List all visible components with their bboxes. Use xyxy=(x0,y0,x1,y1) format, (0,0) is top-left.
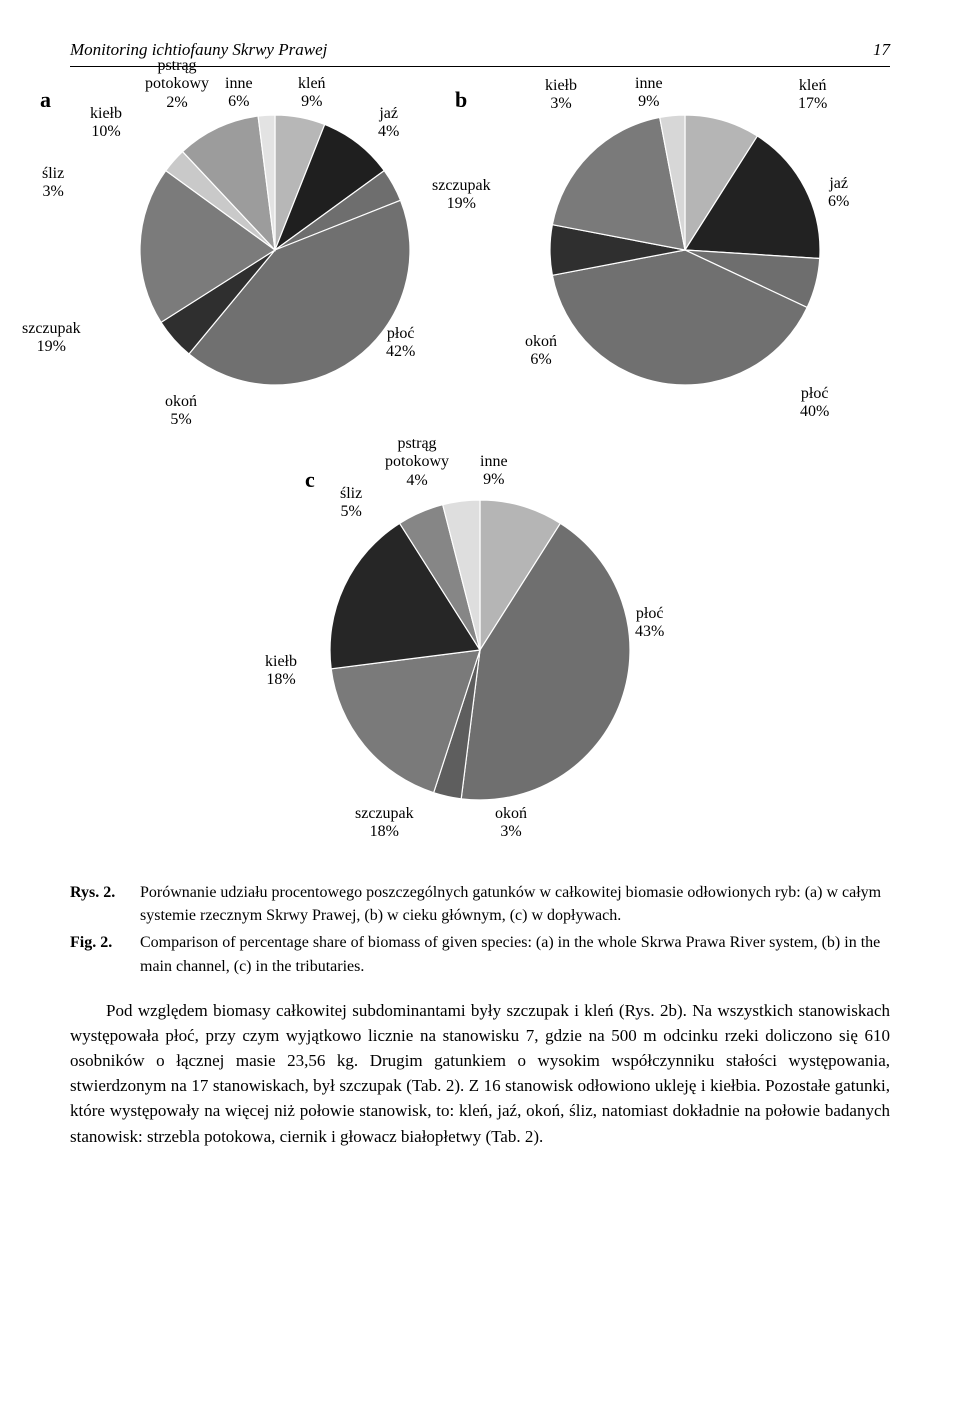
caption-polish: Rys. 2. Porównanie udziału procentowego … xyxy=(70,881,890,927)
chart-c-wrap: c inne9%płoć43%okoń3%szczupak18%kiełb18%… xyxy=(70,475,890,855)
body-paragraph: Pod względem biomasy całkowitej subdomin… xyxy=(70,998,890,1149)
slice-label: szczupak19% xyxy=(22,320,81,357)
slice-label: szczupak18% xyxy=(355,805,414,842)
caption-tag-en: Fig. 2. xyxy=(70,931,140,977)
pie-chart-a xyxy=(70,95,480,445)
slice-label: jaź6% xyxy=(828,175,849,212)
chart-c-block: c inne9%płoć43%okoń3%szczupak18%kiełb18%… xyxy=(245,475,715,855)
page: Monitoring ichtiofauny Skrwy Prawej 17 a… xyxy=(0,0,960,1226)
slice-label: inne9% xyxy=(480,453,508,490)
slice-label: okoń5% xyxy=(165,393,197,430)
page-number: 17 xyxy=(873,40,890,60)
caption-english: Fig. 2. Comparison of percentage share o… xyxy=(70,931,890,977)
slice-label: inne9% xyxy=(635,75,663,112)
caption-text-en: Comparison of percentage share of biomas… xyxy=(140,931,890,977)
slice-label: kiełb3% xyxy=(545,77,577,114)
chart-b-block: b inne9%kleń17%jaź6%płoć40%okoń6%szczupa… xyxy=(480,95,890,445)
slice-label: szczupak19% xyxy=(432,177,491,214)
slice-label: kleń9% xyxy=(298,75,326,112)
slice-label: kiełb10% xyxy=(90,105,122,142)
chart-a-block: a inne6%kleń9%jaź4%płoć42%okoń5%szczupak… xyxy=(70,95,480,445)
slice-label: śliz5% xyxy=(340,485,362,522)
slice-label: pstrągpotokowy2% xyxy=(145,57,209,112)
charts-row-ab: a inne6%kleń9%jaź4%płoć42%okoń5%szczupak… xyxy=(70,95,890,445)
slice-label: pstrągpotokowy4% xyxy=(385,435,449,490)
slice-label: okoń3% xyxy=(495,805,527,842)
slice-label: okoń6% xyxy=(525,333,557,370)
slice-label: jaź4% xyxy=(378,105,399,142)
panel-label-a: a xyxy=(40,87,51,113)
panel-label-c: c xyxy=(305,467,315,493)
slice-label: płoć40% xyxy=(800,385,829,422)
slice-label: śliz3% xyxy=(42,165,64,202)
caption-tag-pl: Rys. 2. xyxy=(70,881,140,927)
slice-label: inne6% xyxy=(225,75,253,112)
slice-label: płoć42% xyxy=(386,325,415,362)
pie-chart-c xyxy=(245,475,715,855)
panel-label-b: b xyxy=(455,87,467,113)
slice-label: kleń17% xyxy=(798,77,827,114)
caption-text-pl: Porównanie udziału procentowego poszczeg… xyxy=(140,881,890,927)
slice-label: kiełb18% xyxy=(265,653,297,690)
slice-label: płoć43% xyxy=(635,605,664,642)
